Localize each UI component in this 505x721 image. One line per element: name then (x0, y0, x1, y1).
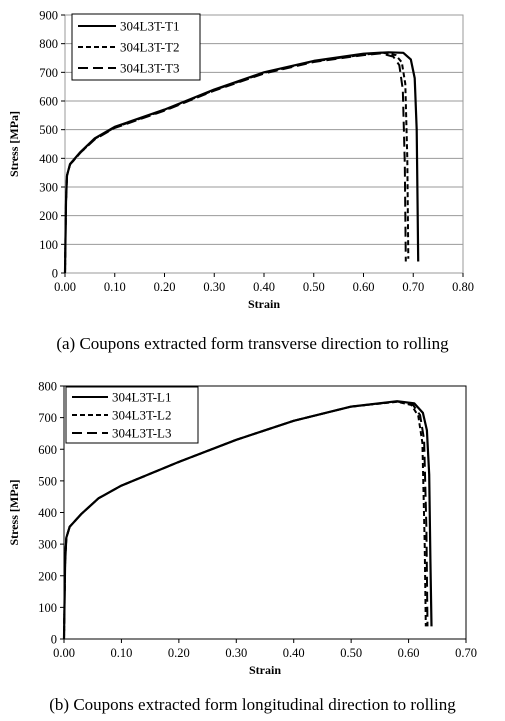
y-tick-label: 400 (39, 152, 58, 166)
caption-a: (a) Coupons extracted form transverse di… (56, 334, 449, 353)
x-tick-label: 0.70 (455, 646, 477, 660)
legend-entry: 304L3T-L2 (112, 408, 171, 423)
legend-entry: 304L3T-T3 (120, 61, 179, 76)
y-tick-label: 300 (38, 538, 57, 552)
y-tick-label: 500 (38, 474, 57, 488)
legend-entry: 304L3T-T2 (120, 40, 179, 55)
x-tick-label: 0.00 (54, 280, 76, 294)
x-tick-label: 0.20 (168, 646, 190, 660)
stress-strain-chart-transverse: 0 100 200 300 400 500 600 700 800 900 0.00 0.10 0.20… (7, 9, 474, 312)
y-tick-label: 600 (38, 443, 57, 457)
legend-entry: 304L3T-L3 (112, 426, 171, 441)
x-tick-label: 0.30 (203, 280, 225, 294)
y-tick-label: 300 (39, 181, 58, 195)
x-tick-label: 0.40 (253, 280, 275, 294)
x-tick-label: 0.40 (283, 646, 305, 660)
x-tick-label: 0.00 (53, 646, 75, 660)
x-tick-label: 0.50 (303, 280, 325, 294)
x-tick-label: 0.70 (402, 280, 424, 294)
y-tick-label: 800 (39, 37, 58, 51)
y-tick-label: 200 (38, 569, 57, 583)
y-tick-label: 0 (52, 267, 58, 281)
x-tick-label: 0.60 (398, 646, 420, 660)
x-tick-label: 0.10 (110, 646, 132, 660)
legend-entry: 304L3T-T1 (120, 19, 179, 34)
y-tick-label: 200 (39, 209, 58, 223)
y-tick-label: 100 (38, 601, 57, 615)
caption-b: (b) Coupons extracted form longitudinal … (49, 695, 456, 714)
y-axis-title: Stress [MPa] (7, 111, 21, 177)
x-axis-title: Strain (249, 663, 281, 677)
x-tick-label: 0.30 (225, 646, 247, 660)
chart-panel-a: 0 100 200 300 400 500 600 700 800 900 0.00 0.10 0.20… (7, 9, 474, 354)
x-tick-label: 0.80 (452, 280, 474, 294)
y-tick-label: 400 (38, 506, 57, 520)
y-tick-label: 500 (39, 123, 58, 137)
series-line-304L3T-L3 (63, 400, 429, 640)
x-tick-label: 0.60 (353, 280, 375, 294)
y-tick-label: 0 (51, 633, 57, 647)
series-line-304L3T-T2 (64, 51, 410, 274)
legend-entry: 304L3T-L1 (112, 390, 171, 405)
y-tick-label: 600 (39, 95, 58, 109)
stress-strain-chart-longitudinal: 0 100 200 300 400 500 600 700 800 0.00 0.10 0.20 0.3… (7, 380, 477, 678)
y-tick-label: 700 (38, 411, 57, 425)
y-tick-label: 900 (39, 9, 58, 23)
chart-panel-b: 0 100 200 300 400 500 600 700 800 0.00 0.10 0.20 0.3… (0, 368, 505, 721)
y-tick-label: 700 (39, 66, 58, 80)
x-tick-label: 0.50 (340, 646, 362, 660)
y-axis-title: Stress [MPa] (7, 479, 21, 545)
series-line-304L3T-T3 (64, 52, 407, 274)
series-line-304L3T-T1 (63, 51, 420, 274)
x-tick-label: 0.10 (104, 280, 126, 294)
y-tick-label: 100 (39, 238, 58, 252)
y-tick-label: 800 (38, 380, 57, 394)
x-tick-label: 0.20 (154, 280, 176, 294)
x-axis-title: Strain (248, 297, 280, 311)
